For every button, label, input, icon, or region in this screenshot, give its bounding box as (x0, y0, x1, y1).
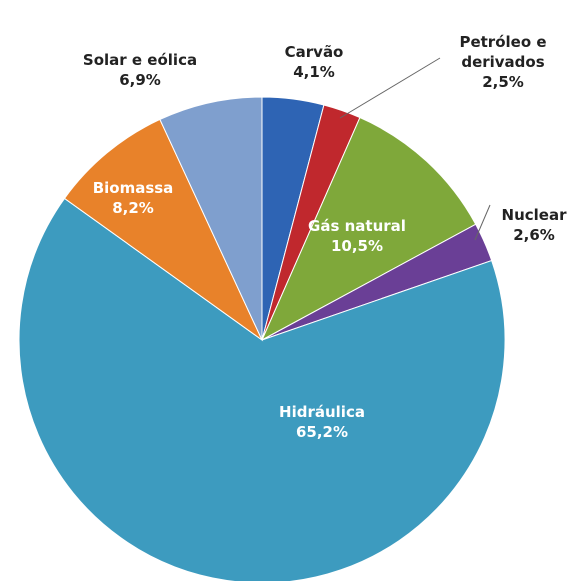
slice-label: Hidráulica 65,2% (279, 402, 365, 442)
slice-label: Biomassa 8,2% (93, 178, 174, 218)
value-label: 10,5% (330, 237, 384, 255)
value-label: 65,2% (295, 423, 349, 441)
value-label: 4,1% (293, 63, 335, 81)
slice-label: Petróleo e derivados 2,5% (448, 32, 558, 92)
value-label: 2,5% (482, 73, 524, 91)
slice-label: Nuclear 2,6% (502, 205, 567, 245)
pie-slice (63, 118, 264, 342)
category-name: Gás natural (308, 217, 406, 235)
category-name: Nuclear (501, 206, 567, 224)
slice-label: Carvão 4,1% (285, 42, 344, 82)
leader-line (474, 204, 491, 241)
slice-label: Solar e eólica 6,9% (83, 50, 197, 90)
category-name: Petróleo e derivados (459, 33, 547, 71)
category-name: Solar e eólica (82, 51, 198, 69)
leader-line (339, 57, 441, 119)
slice-label: Gás natural 10,5% (308, 216, 406, 256)
value-label: 8,2% (112, 199, 154, 217)
category-name: Hidráulica (279, 403, 365, 421)
pie-slice (260, 116, 477, 342)
pie-slice (159, 96, 263, 341)
category-name: Carvão (284, 43, 344, 61)
pie-slice (18, 197, 506, 581)
value-label: 6,9% (119, 71, 161, 89)
value-label: 2,6% (513, 226, 555, 244)
category-name: Biomassa (92, 179, 174, 197)
